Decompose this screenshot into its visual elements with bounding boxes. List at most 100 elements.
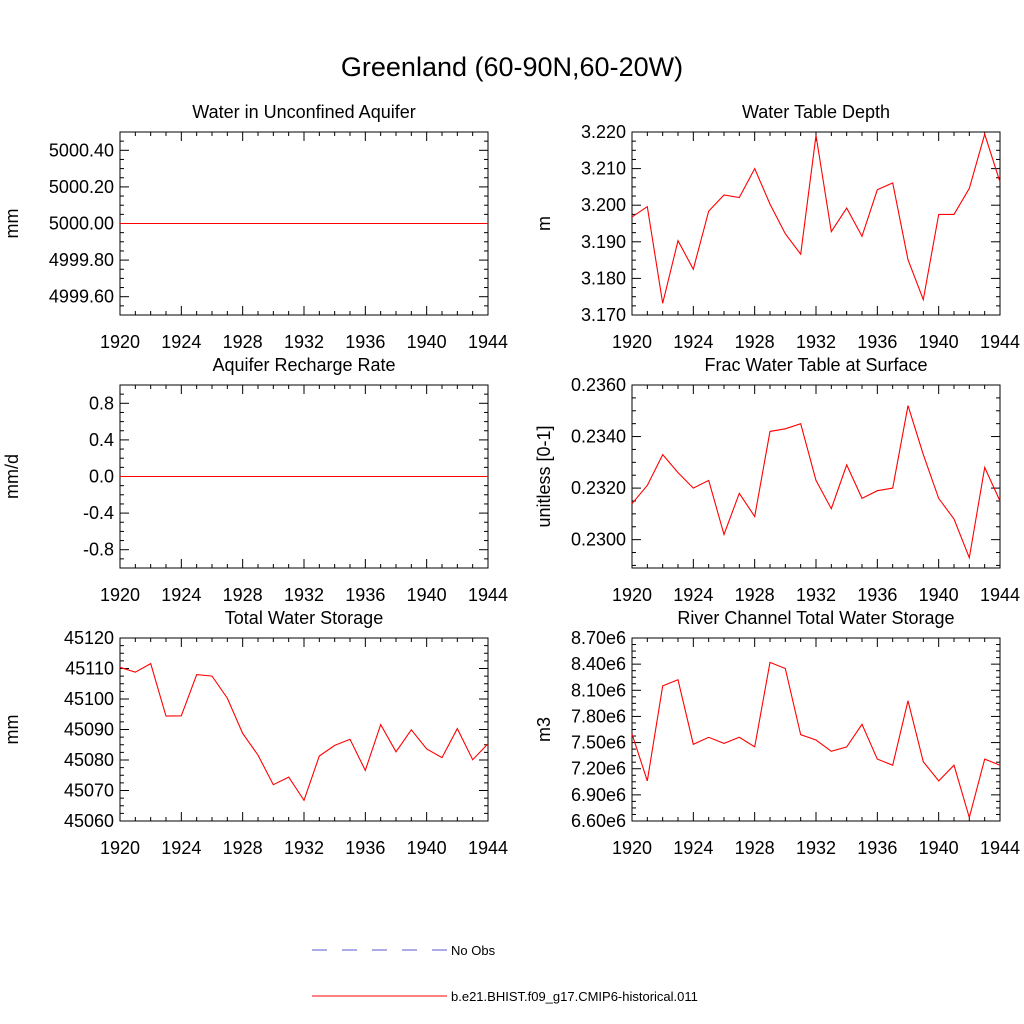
- legend-label: b.e21.BHIST.f09_g17.CMIP6-historical.011: [451, 989, 698, 1004]
- y-tick-label: 7.20e6: [571, 759, 626, 779]
- y-tick-label: 45080: [64, 750, 114, 770]
- x-tick-label: 1944: [980, 585, 1020, 605]
- x-tick-label: 1932: [284, 585, 324, 605]
- y-tick-label: 0.0: [89, 467, 114, 487]
- panel-5: Total Water Storage 1920 1924 1928 1932 1936 1…: [2, 608, 508, 858]
- y-tick-label: 6.60e6: [571, 811, 626, 831]
- y-tick-label: 8.70e6: [571, 628, 626, 648]
- y-axis-label: m3: [534, 717, 554, 742]
- y-axis-label: m: [534, 216, 554, 231]
- panel-title: Aquifer Recharge Rate: [212, 355, 395, 375]
- x-tick-label: 1928: [223, 585, 263, 605]
- y-tick-label: 0.8: [89, 393, 114, 413]
- panel-2: Water Table Depth 1920 1924 1928 1932 1936 194…: [534, 102, 1020, 352]
- x-tick-label: 1932: [796, 332, 836, 352]
- y-tick-label: 3.180: [581, 268, 626, 288]
- x-tick-label: 1940: [919, 332, 959, 352]
- x-tick-label: 1940: [407, 838, 447, 858]
- x-tick-label: 1932: [284, 332, 324, 352]
- panel-title: Total Water Storage: [225, 608, 383, 628]
- y-tick-label: 5000.00: [49, 214, 114, 234]
- plot-frame: [119, 637, 489, 822]
- y-tick-label: 5000.40: [49, 140, 114, 160]
- y-axis-label: mm: [2, 209, 22, 239]
- plot-frame: [631, 131, 1001, 316]
- y-axis-label: mm/d: [2, 454, 22, 499]
- y-tick-label: 5000.20: [49, 177, 114, 197]
- x-tick-label: 1936: [857, 332, 897, 352]
- x-tick-label: 1920: [612, 838, 652, 858]
- x-tick-label: 1944: [980, 332, 1020, 352]
- y-tick-label: 3.220: [581, 122, 626, 142]
- x-tick-label: 1936: [857, 838, 897, 858]
- y-tick-label: 45060: [64, 811, 114, 831]
- x-tick-label: 1920: [100, 585, 140, 605]
- x-tick-label: 1936: [345, 332, 385, 352]
- x-tick-label: 1928: [223, 838, 263, 858]
- x-tick-label: 1924: [161, 838, 201, 858]
- x-tick-label: 1928: [223, 332, 263, 352]
- panel-title: River Channel Total Water Storage: [677, 608, 954, 628]
- x-tick-label: 1924: [161, 585, 201, 605]
- y-tick-label: 4999.60: [49, 287, 114, 307]
- plot-frame: [631, 637, 1001, 822]
- x-tick-label: 1944: [468, 585, 508, 605]
- panel-title: Water Table Depth: [742, 102, 890, 122]
- y-tick-label: 6.90e6: [571, 785, 626, 805]
- y-tick-label: 8.40e6: [571, 654, 626, 674]
- series-line: [631, 405, 1001, 560]
- x-tick-label: 1944: [980, 838, 1020, 858]
- y-tick-label: 45110: [65, 659, 114, 679]
- series-line: [631, 132, 1001, 304]
- y-tick-label: 4999.80: [49, 250, 114, 270]
- legend: No Obs b.e21.BHIST.f09_g17.CMIP6-historic…: [312, 943, 698, 1004]
- x-tick-label: 1920: [612, 585, 652, 605]
- x-tick-label: 1932: [796, 585, 836, 605]
- y-tick-label: -0.8: [83, 540, 114, 560]
- x-tick-label: 1944: [468, 838, 508, 858]
- x-tick-label: 1932: [284, 838, 324, 858]
- x-tick-label: 1936: [345, 585, 385, 605]
- y-tick-label: 3.170: [581, 305, 626, 325]
- y-tick-label: 45090: [64, 720, 114, 740]
- series-line: [119, 662, 489, 802]
- x-tick-label: 1920: [100, 838, 140, 858]
- y-tick-label: 3.190: [581, 232, 626, 252]
- x-tick-label: 1928: [735, 332, 775, 352]
- series-line: [631, 661, 1001, 820]
- y-axis-label: unitless [0-1]: [534, 425, 554, 527]
- x-tick-label: 1940: [919, 838, 959, 858]
- x-tick-label: 1928: [735, 585, 775, 605]
- x-tick-label: 1932: [796, 838, 836, 858]
- x-tick-label: 1920: [100, 332, 140, 352]
- y-tick-label: 0.4: [89, 430, 114, 450]
- x-tick-label: 1940: [919, 585, 959, 605]
- panel-6: River Channel Total Water Storage 1920 192…: [534, 608, 1020, 858]
- y-tick-label: 7.50e6: [571, 733, 626, 753]
- panel-title: Water in Unconfined Aquifer: [192, 102, 415, 122]
- y-tick-label: 45100: [64, 689, 114, 709]
- y-tick-label: 45070: [64, 781, 114, 801]
- y-tick-label: 3.200: [581, 195, 626, 215]
- x-tick-label: 1924: [673, 838, 713, 858]
- y-tick-label: 8.10e6: [571, 680, 626, 700]
- x-tick-label: 1924: [673, 585, 713, 605]
- y-axis-label: mm: [2, 715, 22, 745]
- plot-frame: [631, 384, 1001, 569]
- x-tick-label: 1936: [345, 838, 385, 858]
- x-tick-label: 1940: [407, 332, 447, 352]
- panel-title: Frac Water Table at Surface: [704, 355, 927, 375]
- y-tick-label: 7.80e6: [571, 706, 626, 726]
- x-tick-label: 1924: [673, 332, 713, 352]
- y-tick-label: 3.210: [581, 159, 626, 179]
- panel-1: Water in Unconfined Aquifer 1920 1924 1928 1…: [2, 102, 508, 352]
- x-tick-label: 1920: [612, 332, 652, 352]
- y-tick-label: -0.4: [83, 503, 114, 523]
- x-tick-label: 1928: [735, 838, 775, 858]
- x-tick-label: 1924: [161, 332, 201, 352]
- y-tick-label: 45120: [64, 628, 114, 648]
- y-tick-label: 0.2340: [571, 427, 626, 447]
- y-tick-label: 0.2360: [571, 375, 626, 395]
- y-tick-label: 0.2320: [571, 478, 626, 498]
